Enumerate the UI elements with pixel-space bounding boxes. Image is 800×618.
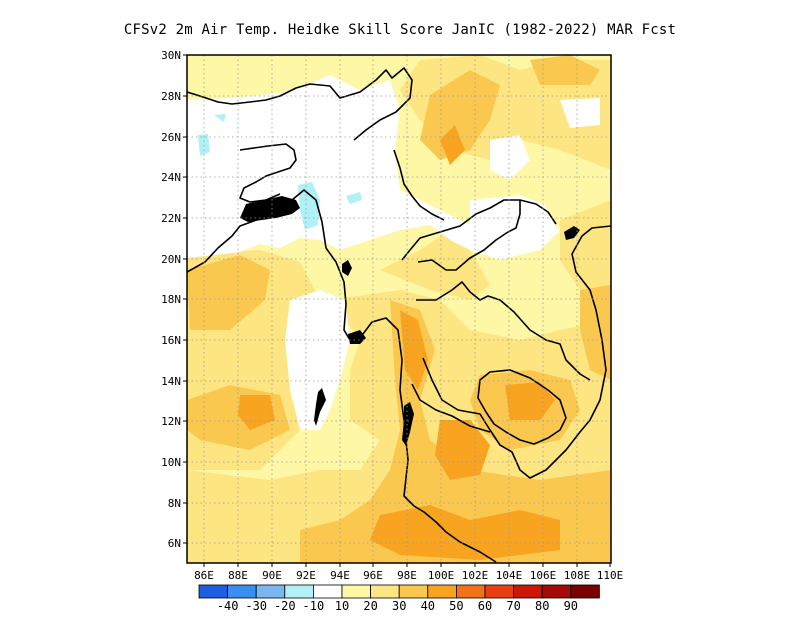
colorbar-swatch	[341, 584, 372, 599]
lat-tick-label: 26N	[161, 131, 181, 144]
colorbar-label: 90	[564, 599, 578, 613]
colorbar-label: -30	[245, 599, 267, 613]
colorbar-label: -40	[217, 599, 239, 613]
colorbar-label: -10	[303, 599, 325, 613]
lon-tick-label: 104E	[496, 569, 523, 582]
colorbar-label: 20	[363, 599, 377, 613]
lat-tick-label: 18N	[161, 293, 181, 306]
lon-tick-label: 110E	[597, 569, 624, 582]
lon-tick-label: 98E	[397, 569, 417, 582]
colorbar-swatch	[513, 584, 543, 599]
lat-tick-label: 28N	[161, 90, 181, 103]
colorbar-swatch	[227, 584, 257, 599]
colorbar-swatch	[255, 584, 286, 599]
colorbar-label: -20	[274, 599, 296, 613]
colorbar-label: 60	[478, 599, 492, 613]
lat-tick-label: 14N	[161, 375, 181, 388]
lon-tick-marks	[203, 563, 611, 567]
lat-tick-label: 8N	[168, 497, 181, 510]
lat-tick-label: 24N	[161, 171, 181, 184]
lon-tick-label: 102E	[462, 569, 489, 582]
lon-tick-label: 88E	[228, 569, 248, 582]
chart-title: CFSv2 2m Air Temp. Heidke Skill Score Ja…	[123, 22, 677, 38]
colorbar-labels: -40 -30 -20 -10 10 20 30 40 50 60 70 80 90	[217, 599, 578, 613]
lat-tick-label: 20N	[161, 253, 181, 266]
colorbar-label: 30	[392, 599, 406, 613]
lat-tick-label: 16N	[161, 334, 181, 347]
lat-tick-marks	[183, 54, 187, 544]
lon-tick-label: 108E	[564, 569, 591, 582]
lon-tick-label: 100E	[428, 569, 455, 582]
coastal-islands	[240, 196, 580, 446]
colorbar-label: 50	[449, 599, 463, 613]
colorbar-label: 70	[506, 599, 520, 613]
colorbar-swatch	[398, 584, 429, 599]
colorbar	[198, 584, 600, 599]
lat-tick-label: 12N	[161, 415, 181, 428]
colorbar-swatch	[284, 584, 314, 599]
skill-field-40	[187, 55, 611, 563]
colorbar-swatch	[427, 584, 457, 599]
lat-tick-label: 30N	[161, 49, 181, 62]
lon-tick-label: 96E	[363, 569, 383, 582]
map-gridlines	[187, 55, 611, 563]
lon-axis: 86E 88E 90E 92E 94E 96E 98E 100E 102E 10…	[194, 569, 623, 582]
lon-tick-label: 92E	[296, 569, 316, 582]
lat-axis: 30N 28N 26N 24N 22N 20N 18N 16N 14N 12N …	[161, 49, 181, 550]
colorbar-label: 80	[535, 599, 549, 613]
colorbar-swatch	[312, 584, 343, 599]
colorbar-swatch	[455, 584, 486, 599]
lat-tick-label: 6N	[168, 537, 181, 550]
lon-tick-label: 90E	[262, 569, 282, 582]
lon-tick-label: 86E	[194, 569, 214, 582]
lat-tick-label: 22N	[161, 212, 181, 225]
lat-tick-label: 10N	[161, 456, 181, 469]
lon-tick-label: 106E	[530, 569, 557, 582]
colorbar-swatch	[570, 584, 600, 599]
map-frame	[186, 54, 612, 564]
colorbar-label: 10	[335, 599, 349, 613]
colorbar-swatch	[198, 584, 229, 599]
colorbar-swatch	[541, 584, 572, 599]
colorbar-swatch	[484, 584, 515, 599]
colorbar-label: 40	[421, 599, 435, 613]
lon-tick-label: 94E	[330, 569, 350, 582]
colorbar-swatch	[370, 584, 400, 599]
